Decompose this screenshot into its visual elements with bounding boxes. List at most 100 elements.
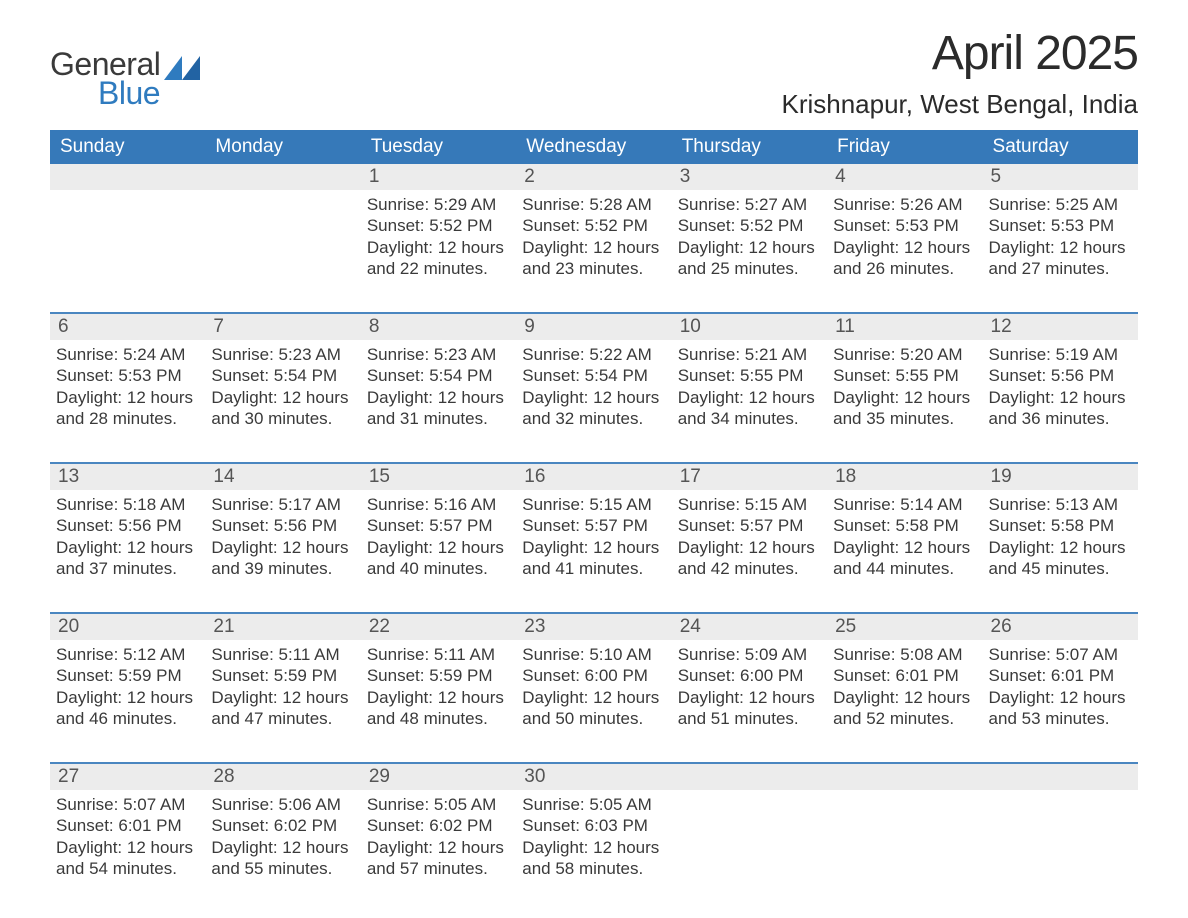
day-body: Sunrise: 5:08 AMSunset: 6:01 PMDaylight:… <box>827 640 982 747</box>
day-body: Sunrise: 5:13 AMSunset: 5:58 PMDaylight:… <box>983 490 1138 597</box>
day-number <box>827 764 982 790</box>
day-cell <box>983 764 1138 912</box>
day-cell: 16Sunrise: 5:15 AMSunset: 5:57 PMDayligh… <box>516 464 671 612</box>
day-info-line: Daylight: 12 hours and 47 minutes. <box>211 687 354 730</box>
day-info-line: Sunset: 5:55 PM <box>833 365 976 386</box>
day-cell: 2Sunrise: 5:28 AMSunset: 5:52 PMDaylight… <box>516 164 671 312</box>
day-info-line: Daylight: 12 hours and 27 minutes. <box>989 237 1132 280</box>
day-info-line: Sunrise: 5:16 AM <box>367 494 510 515</box>
day-body: Sunrise: 5:23 AMSunset: 5:54 PMDaylight:… <box>205 340 360 447</box>
day-info-line: Sunset: 5:58 PM <box>833 515 976 536</box>
day-info-line: Sunset: 5:54 PM <box>211 365 354 386</box>
header-block: General Blue April 2025 Krishnapur, West… <box>50 26 1138 120</box>
day-info-line: Sunset: 5:57 PM <box>678 515 821 536</box>
day-info-line: Sunset: 6:00 PM <box>678 665 821 686</box>
day-info-line: Sunrise: 5:17 AM <box>211 494 354 515</box>
day-number: 11 <box>827 314 982 340</box>
day-body <box>672 790 827 812</box>
day-body: Sunrise: 5:17 AMSunset: 5:56 PMDaylight:… <box>205 490 360 597</box>
day-info-line: Sunset: 5:52 PM <box>367 215 510 236</box>
day-cell: 29Sunrise: 5:05 AMSunset: 6:02 PMDayligh… <box>361 764 516 912</box>
day-body: Sunrise: 5:29 AMSunset: 5:52 PMDaylight:… <box>361 190 516 297</box>
logo-blue: Blue <box>98 79 160 108</box>
day-info-line: Daylight: 12 hours and 39 minutes. <box>211 537 354 580</box>
day-number: 19 <box>983 464 1138 490</box>
day-info-line: Sunset: 5:54 PM <box>367 365 510 386</box>
day-body: Sunrise: 5:11 AMSunset: 5:59 PMDaylight:… <box>361 640 516 747</box>
day-body: Sunrise: 5:28 AMSunset: 5:52 PMDaylight:… <box>516 190 671 297</box>
day-cell: 21Sunrise: 5:11 AMSunset: 5:59 PMDayligh… <box>205 614 360 762</box>
day-cell: 23Sunrise: 5:10 AMSunset: 6:00 PMDayligh… <box>516 614 671 762</box>
day-number: 16 <box>516 464 671 490</box>
day-number: 15 <box>361 464 516 490</box>
day-info-line: Sunrise: 5:15 AM <box>522 494 665 515</box>
day-info-line: Sunrise: 5:11 AM <box>367 644 510 665</box>
day-body: Sunrise: 5:15 AMSunset: 5:57 PMDaylight:… <box>672 490 827 597</box>
day-info-line: Daylight: 12 hours and 37 minutes. <box>56 537 199 580</box>
day-info-line: Daylight: 12 hours and 42 minutes. <box>678 537 821 580</box>
day-info-line: Daylight: 12 hours and 53 minutes. <box>989 687 1132 730</box>
day-info-line: Sunset: 5:59 PM <box>367 665 510 686</box>
day-info-line: Sunset: 5:55 PM <box>678 365 821 386</box>
day-info-line: Sunset: 5:54 PM <box>522 365 665 386</box>
day-info-line: Daylight: 12 hours and 51 minutes. <box>678 687 821 730</box>
day-info-line: Sunrise: 5:15 AM <box>678 494 821 515</box>
day-info-line: Sunset: 5:52 PM <box>522 215 665 236</box>
day-info-line: Sunrise: 5:12 AM <box>56 644 199 665</box>
day-info-line: Daylight: 12 hours and 22 minutes. <box>367 237 510 280</box>
day-info-line: Sunrise: 5:13 AM <box>989 494 1132 515</box>
day-cell: 28Sunrise: 5:06 AMSunset: 6:02 PMDayligh… <box>205 764 360 912</box>
day-info-line: Sunset: 6:01 PM <box>56 815 199 836</box>
day-number: 12 <box>983 314 1138 340</box>
day-info-line: Sunrise: 5:07 AM <box>989 644 1132 665</box>
day-number: 6 <box>50 314 205 340</box>
day-number: 26 <box>983 614 1138 640</box>
day-number: 1 <box>361 164 516 190</box>
day-info-line: Sunrise: 5:28 AM <box>522 194 665 215</box>
day-info-line: Sunset: 6:03 PM <box>522 815 665 836</box>
day-body: Sunrise: 5:21 AMSunset: 5:55 PMDaylight:… <box>672 340 827 447</box>
weekday-header: Sunday <box>50 130 205 164</box>
day-cell: 1Sunrise: 5:29 AMSunset: 5:52 PMDaylight… <box>361 164 516 312</box>
day-body <box>205 190 360 212</box>
day-cell <box>827 764 982 912</box>
day-number: 20 <box>50 614 205 640</box>
day-info-line: Sunset: 6:00 PM <box>522 665 665 686</box>
day-cell <box>672 764 827 912</box>
day-cell: 15Sunrise: 5:16 AMSunset: 5:57 PMDayligh… <box>361 464 516 612</box>
day-body: Sunrise: 5:20 AMSunset: 5:55 PMDaylight:… <box>827 340 982 447</box>
day-body: Sunrise: 5:23 AMSunset: 5:54 PMDaylight:… <box>361 340 516 447</box>
day-info-line: Daylight: 12 hours and 45 minutes. <box>989 537 1132 580</box>
day-info-line: Daylight: 12 hours and 28 minutes. <box>56 387 199 430</box>
day-number: 27 <box>50 764 205 790</box>
day-number: 17 <box>672 464 827 490</box>
day-info-line: Daylight: 12 hours and 54 minutes. <box>56 837 199 880</box>
day-body: Sunrise: 5:09 AMSunset: 6:00 PMDaylight:… <box>672 640 827 747</box>
day-cell: 6Sunrise: 5:24 AMSunset: 5:53 PMDaylight… <box>50 314 205 462</box>
day-info-line: Daylight: 12 hours and 50 minutes. <box>522 687 665 730</box>
logo: General Blue <box>50 50 204 108</box>
logo-arrow-icon <box>164 56 204 91</box>
day-number: 13 <box>50 464 205 490</box>
day-info-line: Daylight: 12 hours and 57 minutes. <box>367 837 510 880</box>
day-info-line: Sunrise: 5:18 AM <box>56 494 199 515</box>
day-number: 22 <box>361 614 516 640</box>
day-body: Sunrise: 5:10 AMSunset: 6:00 PMDaylight:… <box>516 640 671 747</box>
day-number: 18 <box>827 464 982 490</box>
day-info-line: Sunset: 5:56 PM <box>989 365 1132 386</box>
calendar-week: 13Sunrise: 5:18 AMSunset: 5:56 PMDayligh… <box>50 462 1138 612</box>
day-body: Sunrise: 5:27 AMSunset: 5:52 PMDaylight:… <box>672 190 827 297</box>
day-info-line: Sunrise: 5:05 AM <box>367 794 510 815</box>
day-cell <box>50 164 205 312</box>
weekday-header-row: SundayMondayTuesdayWednesdayThursdayFrid… <box>50 130 1138 164</box>
location-subtitle: Krishnapur, West Bengal, India <box>781 89 1138 120</box>
day-info-line: Daylight: 12 hours and 44 minutes. <box>833 537 976 580</box>
day-body: Sunrise: 5:24 AMSunset: 5:53 PMDaylight:… <box>50 340 205 447</box>
title-block: April 2025 Krishnapur, West Bengal, Indi… <box>781 26 1138 120</box>
day-number: 25 <box>827 614 982 640</box>
calendar-week: 1Sunrise: 5:29 AMSunset: 5:52 PMDaylight… <box>50 164 1138 312</box>
day-body: Sunrise: 5:25 AMSunset: 5:53 PMDaylight:… <box>983 190 1138 297</box>
day-cell: 20Sunrise: 5:12 AMSunset: 5:59 PMDayligh… <box>50 614 205 762</box>
day-cell: 22Sunrise: 5:11 AMSunset: 5:59 PMDayligh… <box>361 614 516 762</box>
day-body: Sunrise: 5:05 AMSunset: 6:02 PMDaylight:… <box>361 790 516 897</box>
